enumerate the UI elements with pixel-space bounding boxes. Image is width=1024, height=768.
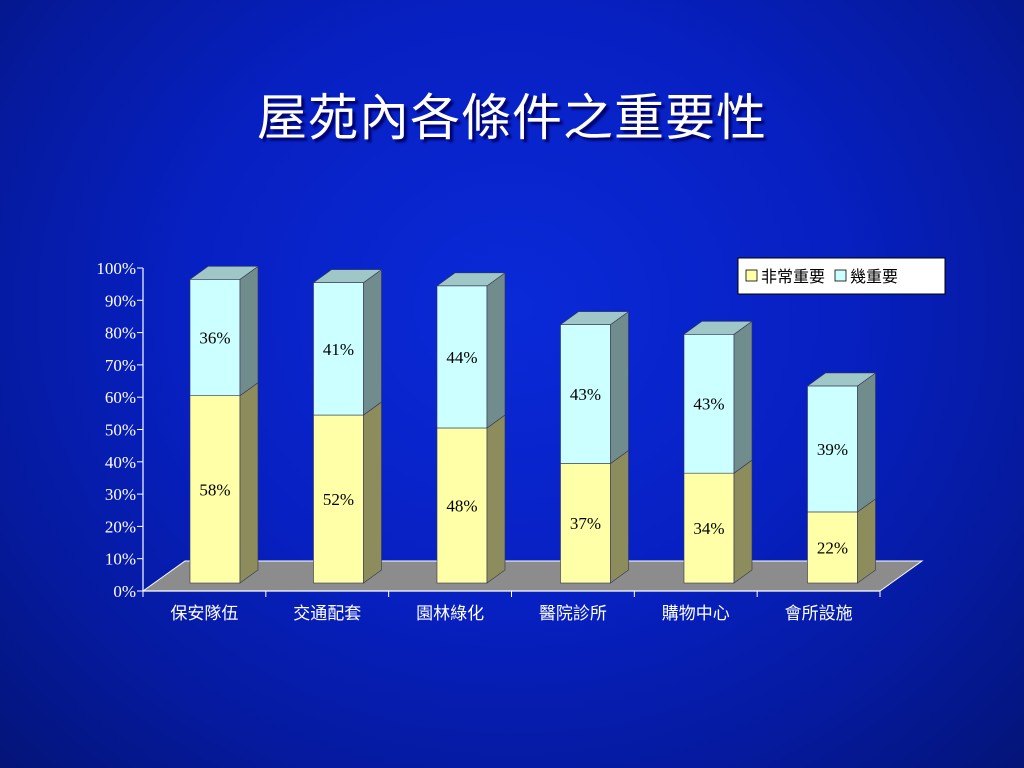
data-label: 48%: [446, 496, 477, 515]
bar-segment-side: [239, 382, 259, 584]
legend-box: [737, 257, 946, 295]
data-label: 41%: [323, 340, 354, 359]
bar-segment-top: [806, 372, 877, 387]
bar-segment: [560, 324, 611, 464]
bar-segment: [560, 463, 611, 584]
bar-segment-side: [733, 459, 753, 584]
bar-segment: [683, 472, 735, 584]
bar-segment: [313, 282, 364, 416]
data-label: 44%: [446, 348, 477, 367]
legend-label: 非常重要: [761, 267, 825, 286]
y-tick-label: 60%: [105, 388, 136, 407]
bar-segment-side: [610, 449, 629, 584]
y-tick-label: 40%: [105, 453, 136, 472]
data-label: 34%: [693, 519, 724, 538]
x-category-label: 保安隊伍: [170, 604, 238, 624]
data-label: 52%: [323, 490, 354, 509]
bar-segment-side: [363, 401, 382, 584]
chart-title: 屋苑內各條件之重要性: [257, 89, 767, 147]
bar-stack: 22% 39%: [806, 372, 877, 584]
y-tick-label: 70%: [105, 356, 136, 375]
y-tick-label: 10%: [105, 550, 136, 569]
bar-stack: 34% 43%: [683, 320, 753, 584]
data-label: 43%: [693, 395, 724, 414]
bar-segment: [189, 395, 241, 584]
bar-segment-side: [239, 265, 259, 397]
data-label: 37%: [570, 514, 601, 533]
data-label: 39%: [817, 440, 848, 459]
legend-swatch: [834, 269, 847, 282]
bar-segment: [436, 427, 488, 584]
bar-segment-side: [610, 311, 629, 465]
y-tick-label: 90%: [105, 291, 136, 310]
bar-stack: 48% 44%: [436, 272, 506, 584]
bar-stack: 58% 36%: [189, 265, 259, 584]
bar-segment-side: [486, 414, 506, 584]
x-category-label: 醫院診所: [539, 604, 607, 624]
y-tick-label: 0%: [113, 582, 136, 601]
x-category-label: 交通配套: [293, 604, 361, 624]
bar-stack: 37% 43%: [559, 311, 630, 584]
bar-segment-side: [363, 269, 382, 416]
y-tick-label: 80%: [105, 324, 136, 343]
y-tick-label: 20%: [105, 517, 136, 536]
x-category-label: 購物中心: [662, 604, 730, 624]
bar-segment-top: [436, 272, 506, 287]
data-label: 58%: [199, 480, 230, 499]
bar-segment-top: [559, 311, 630, 325]
bar-segment: [436, 285, 488, 429]
x-category-label: 會所設施: [785, 604, 853, 624]
data-label: 36%: [199, 329, 230, 348]
y-tick-label: 50%: [105, 421, 136, 440]
y-tick-label: 100%: [96, 259, 136, 278]
bar-segment-top: [189, 266, 259, 280]
x-category-label: 園林綠化: [416, 604, 484, 624]
data-label: 43%: [570, 385, 601, 404]
bar-segment-side: [486, 272, 506, 429]
data-label: 22%: [817, 538, 848, 557]
bar-segment-side: [857, 372, 876, 513]
bar-segment: [189, 279, 241, 396]
bar-stack: 52% 41%: [312, 269, 383, 584]
y-tick-label: 30%: [105, 485, 136, 504]
legend-label: 幾重要: [850, 267, 898, 286]
chart-floor: [141, 560, 924, 592]
bar-segment-top: [312, 269, 383, 283]
bar-segment: [683, 333, 735, 474]
bar-segment-top: [683, 320, 753, 335]
bar-segment-side: [857, 498, 876, 584]
legend-swatch: [745, 269, 758, 282]
bar-segment-side: [733, 320, 753, 474]
